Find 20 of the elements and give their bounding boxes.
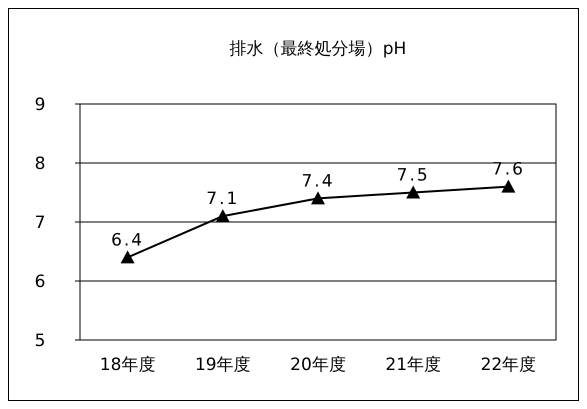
point: [406, 186, 420, 198]
x-tick-label: 20年度: [290, 355, 346, 375]
x-tick-label: 18年度: [100, 355, 156, 375]
y-tick-label: 6: [34, 272, 46, 292]
chart-title: 排水（最終処分場）pH: [230, 39, 406, 59]
x-tick-label: 19年度: [194, 355, 251, 375]
y-tick-label: 8: [34, 154, 46, 174]
x-tick-label: 21年度: [385, 355, 442, 375]
data-label: 7.4: [301, 171, 335, 192]
data-label: 7.1: [206, 189, 240, 210]
y-tick-label: 9: [34, 95, 46, 115]
point: [311, 191, 325, 204]
data-label: 6.4: [111, 230, 144, 250]
point: [216, 209, 230, 222]
y-tick-label: 7: [34, 213, 46, 233]
data-label: 7.5: [396, 166, 430, 186]
x-tick-label: 22年度: [480, 355, 536, 375]
point: [120, 250, 135, 264]
y-tick-label: 5: [34, 331, 46, 351]
point: [501, 180, 516, 193]
